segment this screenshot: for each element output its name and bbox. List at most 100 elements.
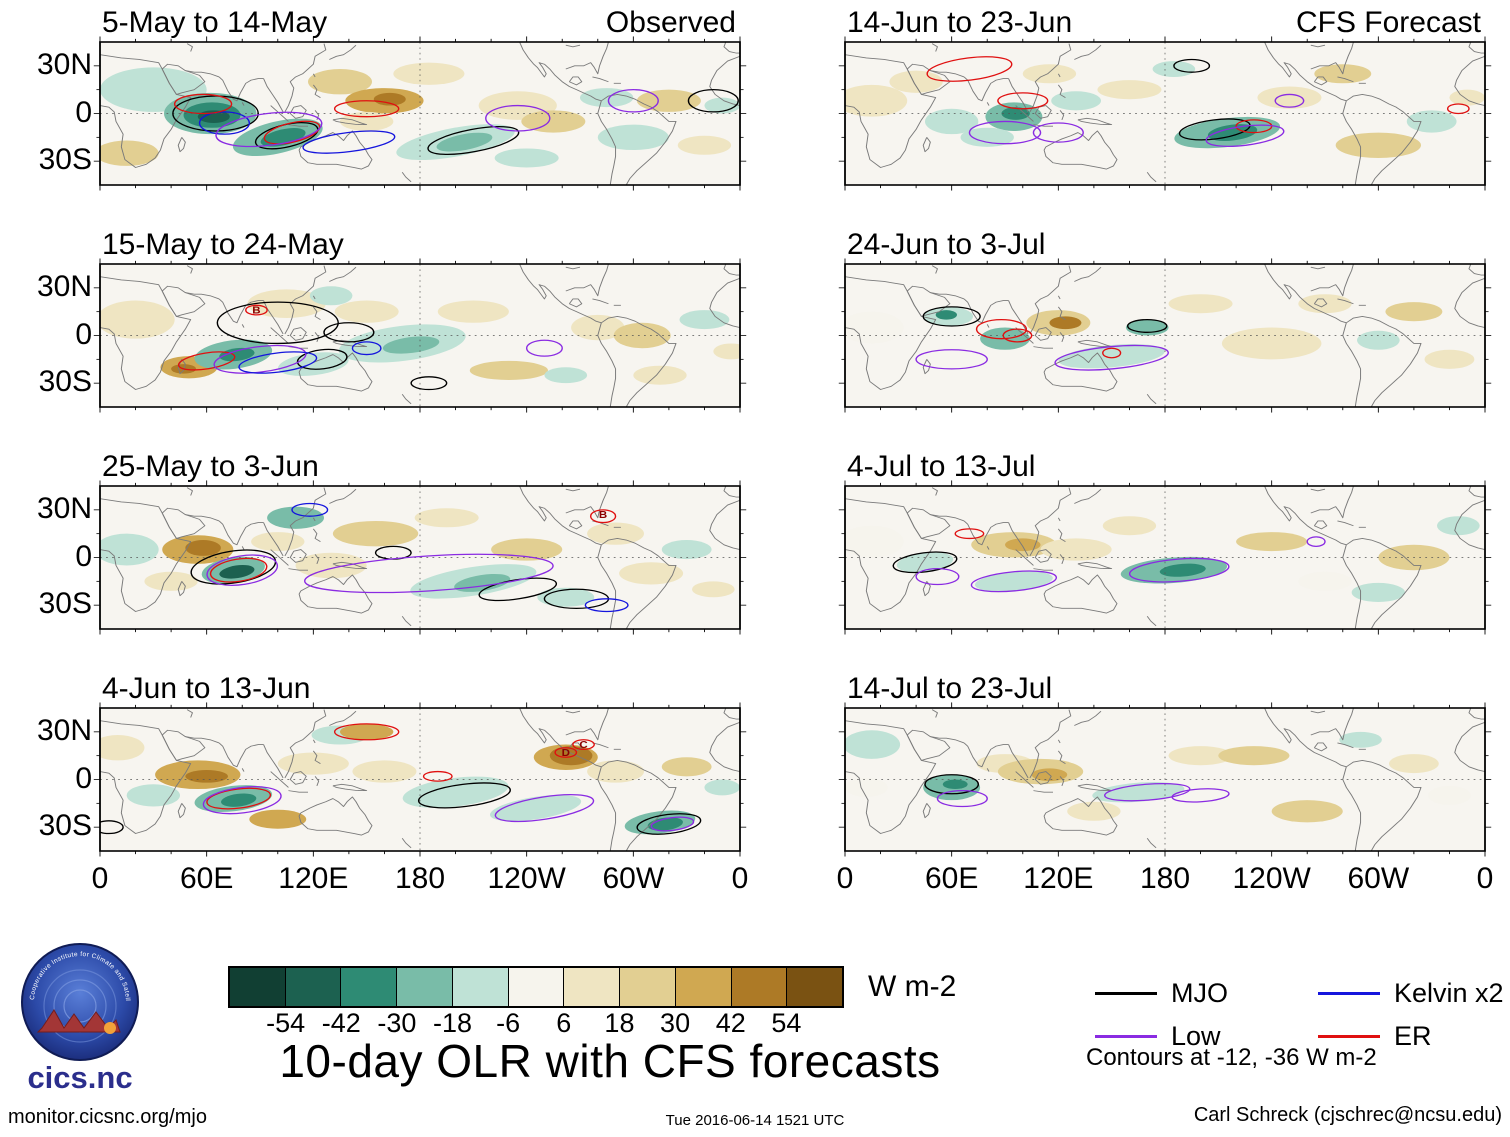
contour-er	[173, 93, 233, 115]
panel-title: 15-May to 24-May	[102, 228, 344, 261]
contour-mjo	[1173, 58, 1211, 73]
panel-title: 24-Jun to 3-Jul	[847, 228, 1046, 261]
contour-kelvin	[302, 130, 396, 154]
coastlines	[100, 42, 740, 185]
colorbar-segment	[674, 968, 731, 1006]
panel-title: 5-May to 14-May	[102, 6, 328, 39]
y-axis-label: 30N	[36, 713, 92, 747]
contour-kelvin	[238, 351, 318, 374]
x-axis-label: 120E	[278, 862, 349, 895]
contour-er	[1002, 328, 1033, 343]
storm-marker: B	[599, 510, 607, 521]
x-axis-label: 0	[1476, 862, 1494, 895]
legend-line-er	[1318, 1035, 1380, 1038]
colorbar	[228, 966, 844, 1008]
contour-mjo	[636, 813, 702, 835]
contour-low	[936, 789, 988, 808]
coastlines	[845, 42, 1485, 185]
legend-label-low: Low	[1171, 1021, 1221, 1051]
contour-mjo	[1126, 318, 1168, 333]
contour-er	[209, 557, 268, 583]
contour-low	[1054, 344, 1169, 371]
colorbar-tick-label: 6	[556, 1008, 572, 1038]
colorbar-segment	[396, 968, 452, 1006]
panel-title: 14-Jun to 23-Jun	[847, 6, 1073, 39]
panel-title: 4-Jun to 13-Jun	[102, 672, 311, 705]
map-panel-6	[838, 258, 1492, 413]
panel-annotation: Observed	[605, 6, 736, 39]
contour-low	[915, 567, 960, 586]
panel-title: 4-Jul to 13-Jul	[847, 450, 1036, 483]
legend-line-low	[1095, 1035, 1157, 1038]
x-axis-label: 60W	[1347, 862, 1410, 895]
y-axis-label: 30S	[38, 587, 92, 621]
contour-mjo	[892, 551, 958, 574]
contour-low	[968, 120, 1042, 145]
contour-er	[1102, 347, 1122, 359]
contour-low	[607, 89, 659, 113]
contour-er	[997, 92, 1049, 110]
legend-label-kelvin: Kelvin x2	[1394, 978, 1504, 1008]
figure-title: 10-day OLR with CFS forecasts	[279, 1035, 941, 1087]
contour-low	[494, 794, 595, 823]
coastlines	[100, 486, 740, 629]
colorbar-tick-label: -30	[377, 1008, 417, 1038]
y-axis-label: 30N	[36, 269, 92, 303]
colorbar-tick-label: 54	[771, 1008, 802, 1038]
y-axis-label: 0	[75, 95, 92, 129]
x-axis-label: 0	[836, 862, 854, 895]
contour-mjo	[100, 820, 124, 835]
cics-logo: Cooperative Institute for Climate and Sa…	[8, 940, 139, 1095]
contour-levels-note: Contours at -12, -36 W m-2	[1086, 1044, 1377, 1071]
contour-er	[572, 739, 595, 750]
contour-kelvin	[291, 502, 329, 517]
contour-low	[1103, 782, 1191, 802]
colorbar-tick-label: -54	[266, 1008, 306, 1038]
colorbar-segment	[507, 968, 564, 1006]
contour-er	[333, 100, 400, 118]
colorbar-tick-label: 42	[715, 1008, 746, 1038]
contour-er	[1446, 103, 1470, 115]
y-axis-label: 30S	[38, 365, 92, 399]
contour-kelvin	[584, 598, 629, 613]
contour-mjo	[417, 782, 511, 809]
colorbar-segment	[730, 968, 787, 1006]
contour-er	[554, 747, 578, 758]
contour-low	[1171, 788, 1230, 803]
map-panel-7	[838, 480, 1492, 635]
x-axis-label: 120E	[1023, 862, 1094, 895]
contour-kelvin	[351, 341, 382, 356]
x-axis-label: 0	[91, 862, 109, 895]
x-axis-label: 0	[731, 862, 749, 895]
contour-low	[650, 816, 695, 832]
contour-low	[304, 553, 554, 594]
contour-er	[975, 318, 1028, 340]
y-axis-label: 30N	[36, 491, 92, 525]
footer-url: monitor.cicsnc.org/mjo	[8, 1106, 207, 1128]
colorbar-tick-label: -18	[433, 1008, 473, 1038]
contour-kelvin	[198, 111, 251, 135]
y-axis-label: 0	[75, 539, 92, 573]
logo-swirl	[36, 969, 121, 1043]
coastlines	[845, 486, 1485, 629]
map-panel-5	[838, 36, 1492, 191]
colorbar-segment	[786, 968, 843, 1006]
contour-er	[177, 351, 236, 371]
map-panel-1	[93, 36, 747, 191]
contour-er	[263, 120, 321, 145]
coastlines	[100, 708, 740, 851]
logo-sun-icon	[104, 1022, 116, 1034]
colorbar-tick-label: -6	[496, 1008, 521, 1038]
y-axis-label: 30S	[38, 143, 92, 177]
contour-mjo	[323, 322, 375, 343]
panel-title: 14-Jul to 23-Jul	[847, 672, 1053, 705]
panel-title: 25-May to 3-Jun	[102, 450, 319, 483]
colorbar-tick-label: -42	[321, 1008, 361, 1038]
colorbar-segment	[619, 968, 675, 1006]
colorbar-segment	[230, 968, 285, 1006]
colorbar-tick-label: 18	[604, 1008, 635, 1038]
colorbar-segment	[284, 968, 341, 1006]
contour-mjo	[1178, 118, 1251, 141]
contour-low	[915, 349, 988, 370]
x-axis-label: 60W	[602, 862, 665, 895]
